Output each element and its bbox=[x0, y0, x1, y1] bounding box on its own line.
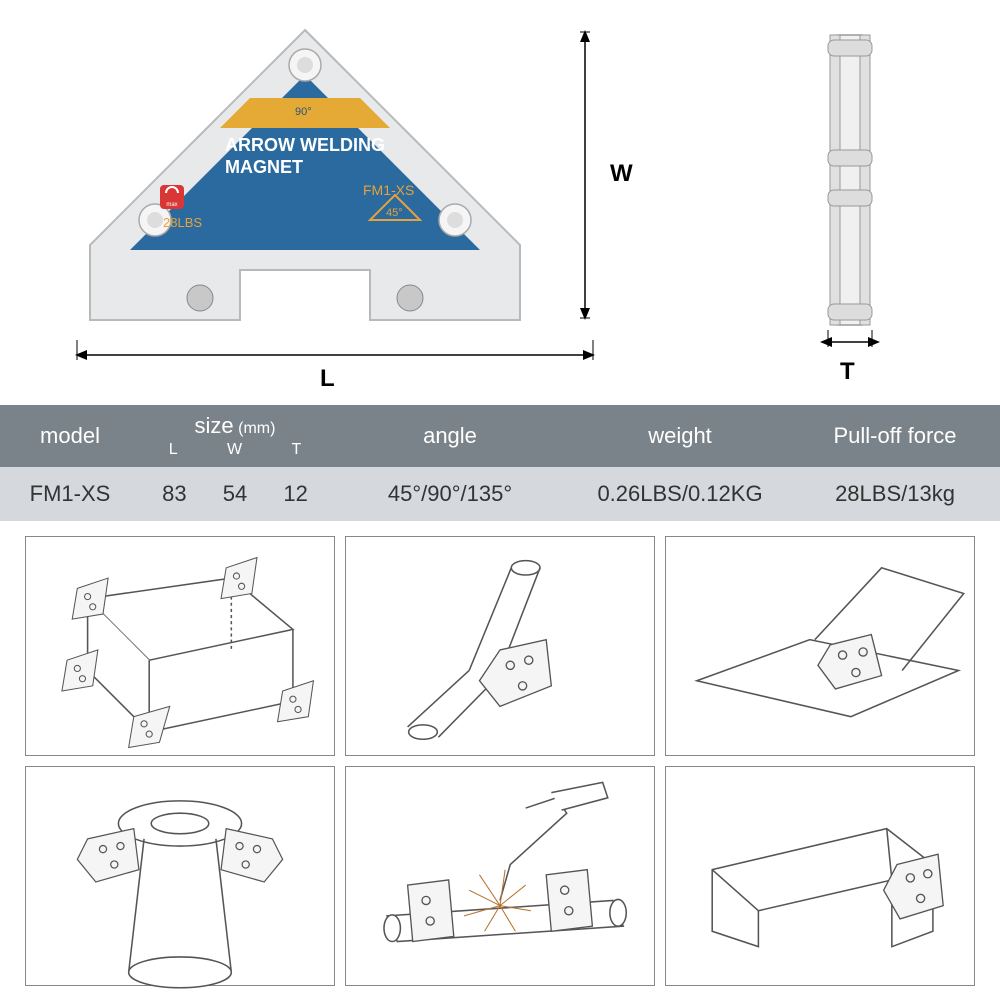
svg-text:max: max bbox=[166, 202, 177, 208]
dimension-w-label: W bbox=[610, 160, 633, 188]
dimension-l-line bbox=[75, 340, 595, 380]
table-row: FM1-XS 83 54 12 45°/90°/135° 0.26LBS/0.1… bbox=[0, 467, 1000, 521]
usage-sheet-90 bbox=[665, 536, 975, 756]
lbs-label: 28LBS bbox=[163, 215, 202, 230]
product-side-view bbox=[800, 30, 900, 330]
svg-text:45°: 45° bbox=[386, 207, 403, 219]
cell-angle: 45°/90°/135° bbox=[330, 467, 570, 521]
col-size: size (mm) L W T bbox=[140, 405, 330, 467]
dimension-l-label: L bbox=[320, 365, 335, 393]
spec-table: model size (mm) L W T angle weight Pull-… bbox=[0, 405, 1000, 521]
usage-illustrations bbox=[0, 521, 1000, 1001]
usage-box-frame bbox=[25, 536, 335, 756]
usage-pipe-angle bbox=[345, 536, 655, 756]
col-angle: angle bbox=[330, 405, 570, 467]
usage-flange-pipe bbox=[25, 766, 335, 986]
product-title-1: ARROW WELDING bbox=[225, 135, 385, 155]
cell-model: FM1-XS bbox=[0, 467, 140, 521]
col-pulloff: Pull-off force bbox=[790, 405, 1000, 467]
product-title-2: MAGNET bbox=[225, 157, 303, 177]
sub-t: T bbox=[291, 441, 301, 459]
product-front-view: max 45° 90° ARROW WELDING MAGNET 28LBS F… bbox=[80, 20, 530, 340]
model-label: FM1-XS bbox=[363, 182, 414, 198]
col-model: model bbox=[0, 405, 140, 467]
cell-pulloff: 28LBS/13kg bbox=[790, 467, 1000, 521]
dimension-t-label: T bbox=[840, 358, 855, 386]
table-header-row: model size (mm) L W T angle weight Pull-… bbox=[0, 405, 1000, 467]
dimension-diagram: max 45° 90° ARROW WELDING MAGNET 28LBS F… bbox=[0, 0, 1000, 400]
sub-w: W bbox=[227, 441, 242, 459]
usage-welding-action bbox=[345, 766, 655, 986]
cell-size: 83 54 12 bbox=[140, 467, 330, 521]
angle-90-label: 90° bbox=[295, 106, 312, 118]
col-weight: weight bbox=[570, 405, 790, 467]
sub-l: L bbox=[169, 441, 178, 459]
usage-l-bracket bbox=[665, 766, 975, 986]
cell-weight: 0.26LBS/0.12KG bbox=[570, 467, 790, 521]
